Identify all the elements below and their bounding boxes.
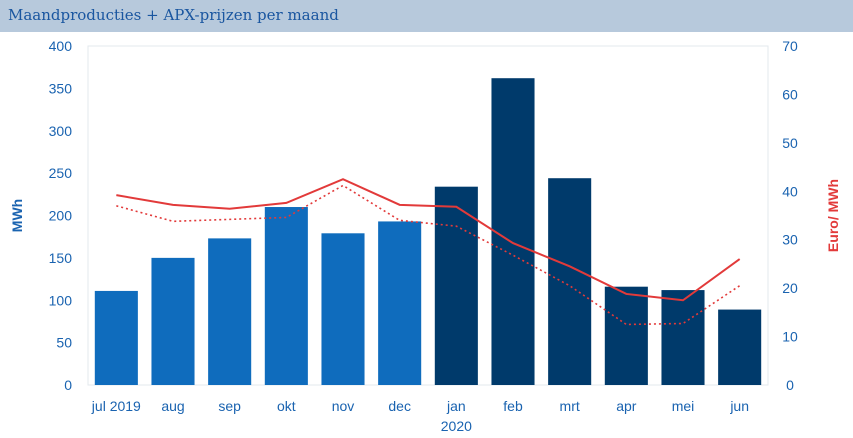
x-tick-label: aug <box>161 398 184 414</box>
bar <box>378 221 422 385</box>
x-axis-year-label: 2020 <box>441 418 472 434</box>
x-tick-label: jul 2019 <box>91 398 141 414</box>
y-tick-label: 300 <box>49 123 73 139</box>
bar <box>491 78 535 385</box>
y-tick-label: 50 <box>56 335 72 351</box>
x-tick-label: sep <box>218 398 241 414</box>
bar <box>264 207 308 385</box>
y-tick-label: 100 <box>49 292 73 308</box>
x-tick-label: apr <box>616 398 637 414</box>
y-tick-label: 350 <box>49 80 73 96</box>
y2-tick-label: 0 <box>786 377 794 393</box>
bar <box>718 309 762 385</box>
y2-tick-label: 30 <box>782 232 798 248</box>
price-line-solid <box>116 178 741 302</box>
x-tick-label: okt <box>277 398 296 414</box>
price-line-dotted <box>116 184 741 326</box>
x-tick-label: feb <box>503 398 523 414</box>
y-axis-title: MWh <box>9 199 25 232</box>
x-tick-label: jun <box>729 398 749 414</box>
bar <box>661 290 705 385</box>
chart-header: Maandproducties + APX-prijzen per maand <box>0 0 853 32</box>
bar <box>151 257 195 385</box>
y2-tick-label: 60 <box>782 86 798 102</box>
chart-area: 0 50 100 150 200 250 300 350 400 0 10 20 30 40 50 60 70… <box>9 38 841 434</box>
y-tick-label: 250 <box>49 165 73 181</box>
bar <box>434 186 478 385</box>
x-tick-label: mrt <box>560 398 580 414</box>
x-tick-label: mei <box>672 398 695 414</box>
chart-title: Maandproducties + APX-prijzen per maand <box>8 6 339 24</box>
y-tick-label: 200 <box>49 208 73 224</box>
y-tick-label: 400 <box>49 38 73 54</box>
plot-area <box>87 45 769 386</box>
y-tick-label: 150 <box>49 250 73 266</box>
bar <box>208 238 252 385</box>
y2-tick-label: 10 <box>782 329 798 345</box>
x-tick-label: jan <box>446 398 466 414</box>
bar <box>94 290 138 385</box>
y-tick-label: 0 <box>64 377 72 393</box>
y2-tick-label: 50 <box>782 135 798 151</box>
y2-axis-title: Euro/ MWh <box>825 179 841 252</box>
bar <box>321 233 365 385</box>
x-tick-label: dec <box>388 398 411 414</box>
bar <box>548 178 592 385</box>
x-tick-label: nov <box>332 398 355 414</box>
bar <box>604 286 648 385</box>
y2-tick-label: 70 <box>782 38 798 54</box>
y2-tick-label: 40 <box>782 183 798 199</box>
y2-tick-label: 20 <box>782 280 798 296</box>
